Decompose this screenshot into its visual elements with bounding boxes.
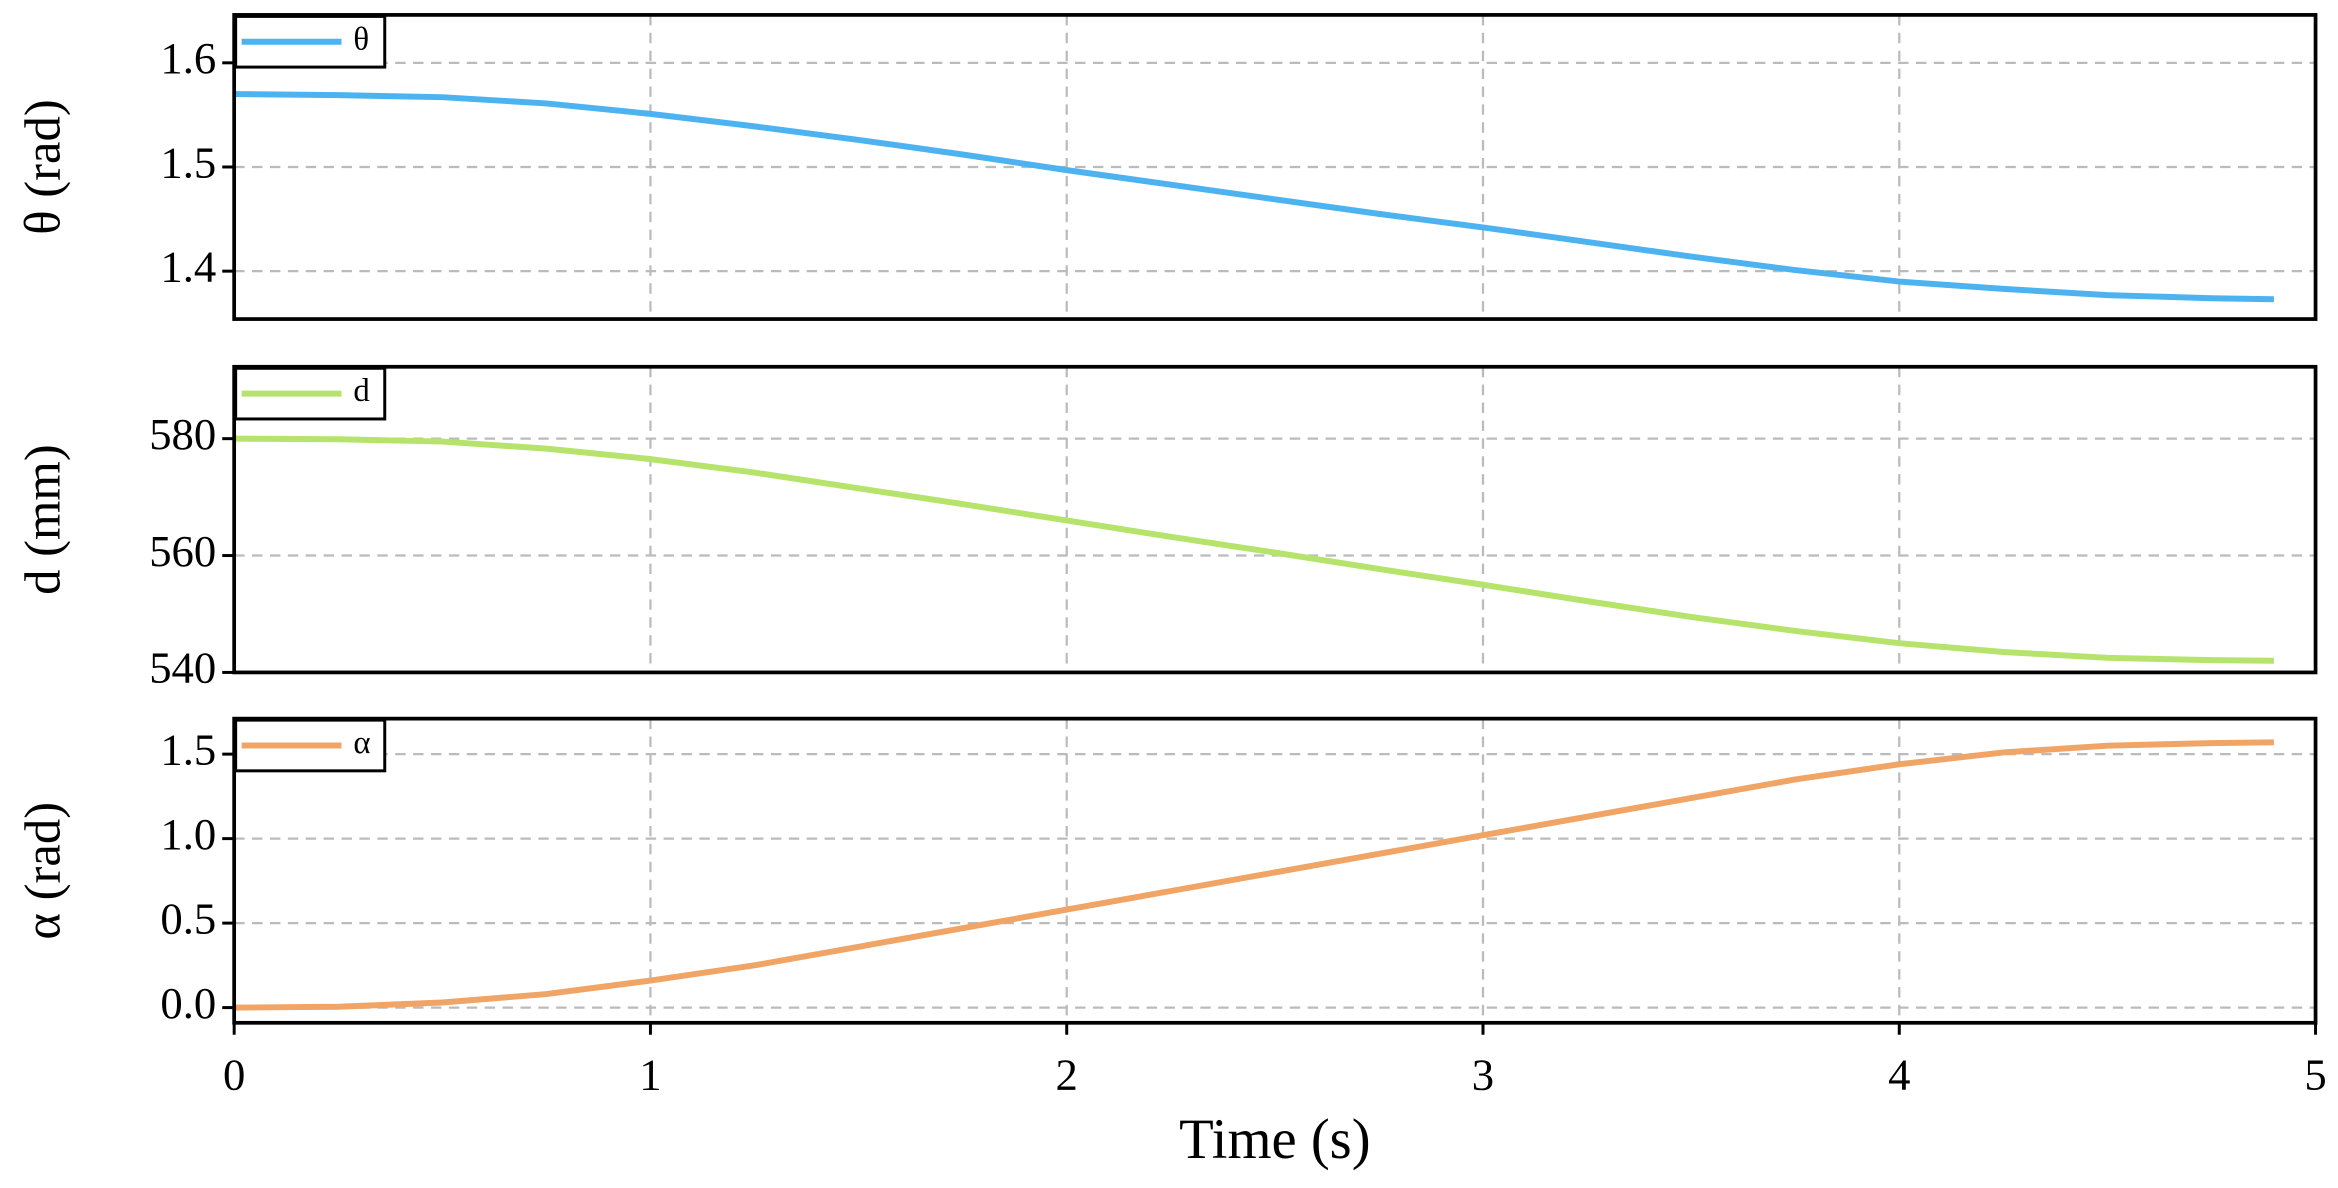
legend-label: α — [353, 725, 370, 761]
legend-label: d — [353, 373, 369, 409]
y-tick-label: 560 — [149, 526, 216, 576]
y-axis-label: α (rad) — [14, 802, 70, 940]
x-tick-label: 1 — [639, 1050, 661, 1100]
y-axis-label: d (mm) — [14, 444, 70, 595]
y-tick-label: 1.0 — [160, 809, 216, 859]
y-axis-label: θ (rad) — [14, 99, 70, 234]
y-tick-label: 0.0 — [160, 978, 216, 1028]
y-tick-label: 1.5 — [160, 724, 216, 774]
axes-frame — [232, 364, 2318, 675]
data-line — [234, 739, 2274, 1011]
data-line — [234, 91, 2274, 303]
x-tick-label: 0 — [223, 1050, 245, 1100]
y-tick-label: 0.5 — [160, 893, 216, 943]
x-tick-label: 3 — [1472, 1050, 1494, 1100]
x-tick-label: 5 — [2304, 1050, 2326, 1100]
axes-frame — [232, 716, 2318, 1025]
y-tick-label: 1.6 — [160, 33, 216, 83]
legend-label: θ — [353, 21, 369, 57]
x-tick-label: 2 — [1056, 1050, 1078, 1100]
x-tick-label: 4 — [1888, 1050, 1910, 1100]
y-tick-label: 580 — [149, 409, 216, 459]
x-axis-label: Time (s) — [1179, 1109, 1370, 1171]
data-line — [234, 435, 2274, 664]
axes-frame — [232, 13, 2318, 321]
y-tick-label: 1.5 — [160, 137, 216, 187]
y-tick-label: 540 — [149, 643, 216, 693]
y-tick-label: 1.4 — [160, 241, 216, 291]
